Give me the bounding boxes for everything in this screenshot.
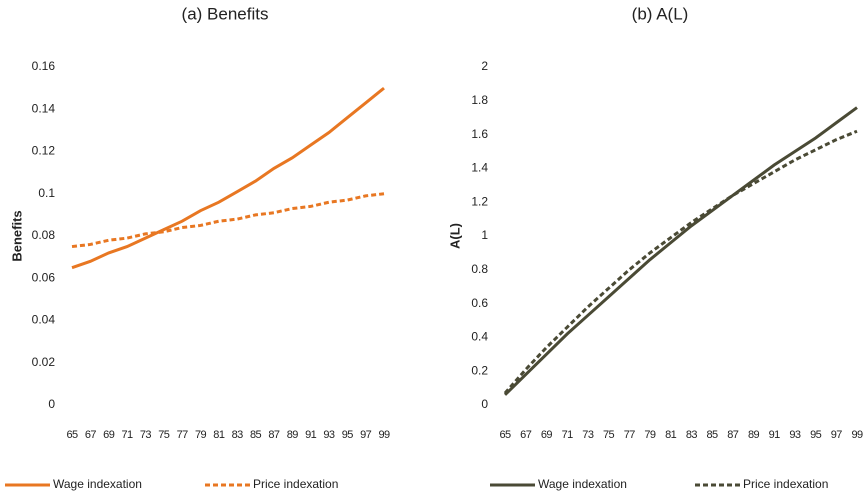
y-tick-label: 1 [481,228,488,242]
y-axis-label: A(L) [447,223,462,249]
y-tick-label: 1.4 [471,161,488,175]
y-axis-label: Benefits [9,210,24,261]
x-tick-label: 91 [769,429,781,441]
y-tick-label: 0.08 [32,228,56,242]
x-tick-label: 73 [140,429,152,441]
y-tick-label: 2 [481,59,488,73]
x-tick-label: 65 [66,429,78,441]
y-tick-label: 1.6 [471,127,488,141]
legend-label: Price indexation [253,477,338,491]
x-tick-label: 79 [644,429,656,441]
y-tick-label: 0.04 [32,313,56,327]
y-tick-label: 0.6 [471,296,488,310]
data-line [71,86,385,270]
chart-title: (a) Benefits [182,4,269,23]
data-line [503,106,858,396]
x-tick-label: 85 [250,429,262,441]
y-tick-label: 0.16 [32,59,56,73]
x-tick-label: 67 [520,429,532,441]
legend-label: Wage indexation [538,477,627,491]
x-tick-label: 71 [122,429,134,441]
y-tick-label: 0 [481,397,488,411]
x-tick-label: 75 [158,429,170,441]
x-tick-label: 75 [603,429,615,441]
chart-title: (b) A(L) [632,4,689,23]
x-tick-label: 87 [268,429,280,441]
data-line [503,129,858,395]
x-tick-label: 73 [582,429,594,441]
x-tick-label: 95 [342,429,354,441]
y-tick-label: 0.4 [471,330,488,344]
x-tick-label: 99 [851,429,863,441]
x-tick-label: 69 [103,429,115,441]
x-tick-label: 77 [624,429,636,441]
x-tick-label: 95 [810,429,822,441]
x-tick-label: 77 [177,429,189,441]
x-tick-label: 83 [232,429,244,441]
legend-label: Wage indexation [53,477,142,491]
data-line [71,192,385,249]
x-tick-label: 91 [305,429,317,441]
x-tick-label: 89 [748,429,760,441]
x-tick-label: 85 [707,429,719,441]
y-tick-label: 0.1 [38,186,55,200]
x-tick-label: 71 [562,429,574,441]
y-tick-label: 1.8 [471,93,488,107]
y-tick-label: 0 [48,397,55,411]
x-tick-label: 69 [541,429,553,441]
y-tick-label: 1.2 [471,194,488,208]
legend-label: Price indexation [743,477,828,491]
x-tick-label: 97 [360,429,372,441]
x-tick-label: 79 [195,429,207,441]
x-tick-label: 65 [499,429,511,441]
x-tick-label: 99 [378,429,390,441]
x-tick-label: 81 [665,429,677,441]
x-tick-label: 87 [727,429,739,441]
x-tick-label: 93 [323,429,335,441]
x-tick-label: 89 [287,429,299,441]
x-tick-label: 83 [686,429,698,441]
y-tick-label: 0.02 [32,355,56,369]
y-tick-label: 0.12 [32,144,56,158]
x-tick-label: 67 [85,429,97,441]
x-tick-label: 93 [789,429,801,441]
y-tick-label: 0.8 [471,262,488,276]
y-tick-label: 0.14 [32,101,56,115]
y-tick-label: 0.06 [32,270,56,284]
y-tick-label: 0.2 [471,363,488,377]
x-tick-label: 81 [213,429,225,441]
x-tick-label: 97 [831,429,843,441]
